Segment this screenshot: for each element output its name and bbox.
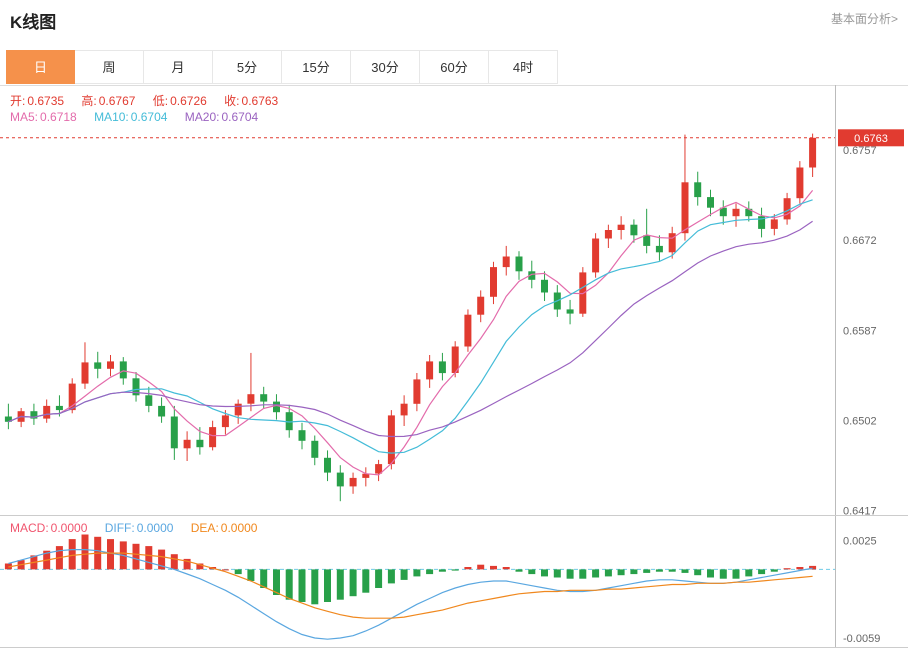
svg-text:0.6672: 0.6672: [843, 235, 877, 247]
price-axis-labels: 0.6757 0.6672 0.6587 0.6502 0.6417 0.0025 -0.0…: [843, 145, 880, 645]
diff-line: [8, 549, 813, 640]
svg-text:-0.0059: -0.0059: [843, 633, 880, 645]
svg-text:0.6763: 0.6763: [854, 133, 888, 145]
chart-area: 开: 0.6735 高: 0.6767 低: 0.6726 收: 0.6763 MA5:…: [0, 85, 908, 648]
page-title: K线图: [10, 13, 57, 32]
tab-5min[interactable]: 5分: [213, 50, 282, 84]
dea-line: [8, 552, 813, 619]
tab-month[interactable]: 月: [144, 50, 213, 84]
page-header: K线图 基本面分析>: [0, 0, 908, 50]
svg-text:0.6757: 0.6757: [843, 145, 877, 157]
tab-week[interactable]: 周: [75, 50, 144, 84]
ma20-line: [8, 220, 813, 438]
ma5-line: [8, 190, 814, 476]
svg-text:0.6587: 0.6587: [843, 325, 877, 337]
svg-text:0.6417: 0.6417: [843, 505, 877, 517]
tab-day[interactable]: 日: [6, 50, 75, 84]
tab-60min[interactable]: 60分: [420, 50, 489, 84]
svg-text:0.0025: 0.0025: [843, 535, 877, 547]
fundamental-analysis-link[interactable]: 基本面分析>: [830, 12, 898, 26]
tab-4hour[interactable]: 4时: [489, 50, 558, 84]
kline-chart[interactable]: 0.6757 0.6672 0.6587 0.6502 0.6417 0.0025 -0.0…: [0, 85, 908, 648]
tab-15min[interactable]: 15分: [282, 50, 351, 84]
svg-text:0.6502: 0.6502: [843, 415, 877, 427]
tab-30min[interactable]: 30分: [351, 50, 420, 84]
ma10-line: [8, 199, 813, 454]
candles: [4, 133, 817, 502]
timeframe-tabs: 日周月 5分 15分 30分 60分 4时: [6, 50, 908, 84]
last-price-badge: 0.6763: [838, 129, 904, 147]
